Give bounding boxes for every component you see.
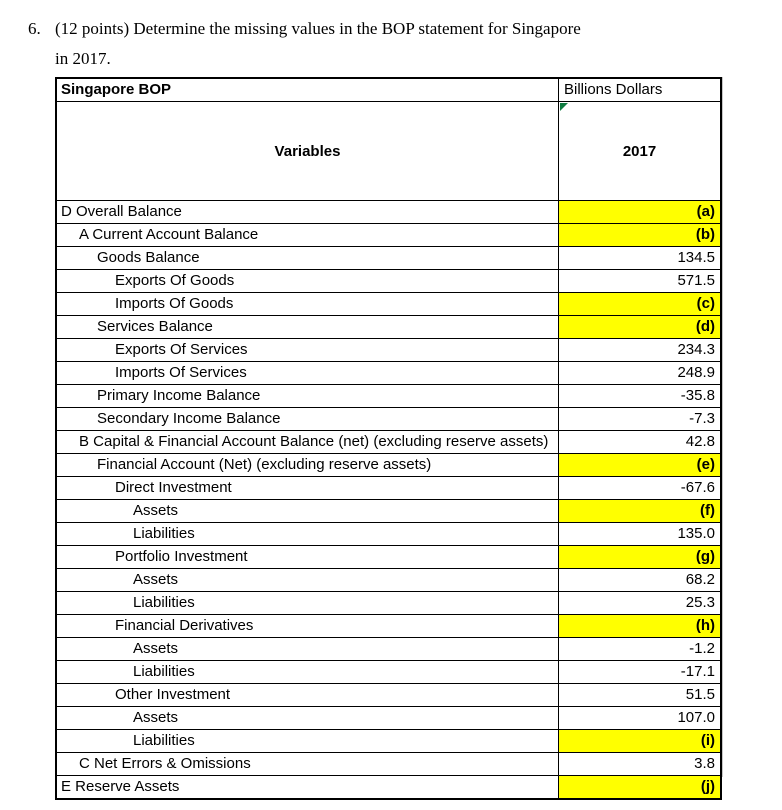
table-row: E Reserve Assets (j) bbox=[57, 775, 720, 798]
row-label: Exports Of Services bbox=[57, 339, 559, 361]
row-value: 51.5 bbox=[685, 686, 715, 703]
row-value: 68.2 bbox=[685, 571, 715, 588]
table-row: Direct Investment -67.6 bbox=[57, 476, 720, 499]
row-value: 3.8 bbox=[694, 755, 715, 772]
row-label: A Current Account Balance bbox=[57, 224, 559, 246]
row-label: Financial Derivatives bbox=[57, 615, 559, 637]
gridline-edge bbox=[722, 77, 723, 777]
row-value: 107.0 bbox=[677, 709, 715, 726]
row-value: 134.5 bbox=[677, 249, 715, 266]
table-row: Assets -1.2 bbox=[57, 637, 720, 660]
table-row: Assets 107.0 bbox=[57, 706, 720, 729]
row-label: Other Investment bbox=[57, 684, 559, 706]
question: 6. (12 points) Determine the missing val… bbox=[28, 14, 581, 74]
row-value: 42.8 bbox=[685, 433, 715, 450]
row-label: Primary Income Balance bbox=[57, 385, 559, 407]
row-value-missing: (d) bbox=[559, 316, 720, 338]
table-row: Liabilities (i) bbox=[57, 729, 720, 752]
row-label: Secondary Income Balance bbox=[57, 408, 559, 430]
row-value: -17.1 bbox=[680, 663, 715, 680]
row-value-missing: (e) bbox=[559, 454, 720, 476]
row-value: 25.3 bbox=[685, 594, 715, 611]
table-row: Services Balance (d) bbox=[57, 315, 720, 338]
row-label: Goods Balance bbox=[57, 247, 559, 269]
row-label: Services Balance bbox=[57, 316, 559, 338]
row-value-missing: (h) bbox=[559, 615, 720, 637]
row-value: 571.5 bbox=[677, 272, 715, 289]
table-row: Financial Account (Net) (excluding reser… bbox=[57, 453, 720, 476]
row-label: C Net Errors & Omissions bbox=[57, 753, 559, 775]
table-title-row: Singapore BOP Billions Dollars bbox=[57, 79, 720, 101]
table-row: Primary Income Balance -35.8 bbox=[57, 384, 720, 407]
row-label: Financial Account (Net) (excluding reser… bbox=[57, 454, 559, 476]
table-row: Exports Of Services 234.3 bbox=[57, 338, 720, 361]
row-value: -7.3 bbox=[689, 410, 715, 427]
table-title: Singapore BOP bbox=[57, 79, 559, 101]
row-value: 135.0 bbox=[677, 525, 715, 542]
table-row: Liabilities -17.1 bbox=[57, 660, 720, 683]
question-number: 6. bbox=[28, 19, 41, 38]
column-header-variables: Variables bbox=[57, 102, 559, 200]
row-label: B Capital & Financial Account Balance (n… bbox=[57, 431, 559, 453]
row-label: Imports Of Goods bbox=[57, 293, 559, 315]
row-label: Assets bbox=[57, 638, 559, 660]
row-label: Assets bbox=[57, 500, 559, 522]
table-row: C Net Errors & Omissions 3.8 bbox=[57, 752, 720, 775]
row-label: E Reserve Assets bbox=[57, 776, 559, 798]
row-label: Liabilities bbox=[57, 523, 559, 545]
row-value-missing: (a) bbox=[559, 201, 720, 223]
row-label: Direct Investment bbox=[57, 477, 559, 499]
row-value: 248.9 bbox=[677, 364, 715, 381]
row-label: Assets bbox=[57, 707, 559, 729]
table-row: B Capital & Financial Account Balance (n… bbox=[57, 430, 720, 453]
table-row: Imports Of Goods (c) bbox=[57, 292, 720, 315]
row-value: -67.6 bbox=[680, 479, 715, 496]
table-row: Goods Balance 134.5 bbox=[57, 246, 720, 269]
row-value: -35.8 bbox=[680, 387, 715, 404]
row-label: D Overall Balance bbox=[57, 201, 559, 223]
question-text: (12 points) Determine the missing values… bbox=[55, 14, 581, 74]
table-row: Other Investment 51.5 bbox=[57, 683, 720, 706]
row-label: Liabilities bbox=[57, 592, 559, 614]
table-row: Liabilities 135.0 bbox=[57, 522, 720, 545]
row-value-missing: (j) bbox=[559, 776, 720, 798]
row-value: -1.2 bbox=[689, 640, 715, 657]
row-label: Portfolio Investment bbox=[57, 546, 559, 568]
table-row: Liabilities 25.3 bbox=[57, 591, 720, 614]
bop-table: Singapore BOP Billions Dollars Variables… bbox=[55, 77, 722, 800]
row-value-missing: (f) bbox=[559, 500, 720, 522]
question-line-2: in 2017. bbox=[55, 49, 111, 68]
excel-error-marker-icon bbox=[560, 103, 568, 111]
row-value-missing: (c) bbox=[559, 293, 720, 315]
table-row: A Current Account Balance (b) bbox=[57, 223, 720, 246]
table-row: Secondary Income Balance -7.3 bbox=[57, 407, 720, 430]
year-label: 2017 bbox=[622, 142, 657, 160]
row-label: Liabilities bbox=[57, 730, 559, 752]
table-row: Exports Of Goods 571.5 bbox=[57, 269, 720, 292]
table-row: D Overall Balance (a) bbox=[57, 200, 720, 223]
row-label: Exports Of Goods bbox=[57, 270, 559, 292]
row-label: Imports Of Services bbox=[57, 362, 559, 384]
row-value-missing: (g) bbox=[559, 546, 720, 568]
row-label: Assets bbox=[57, 569, 559, 591]
table-header-row: Variables 2017 bbox=[57, 101, 720, 200]
row-value-missing: (i) bbox=[559, 730, 720, 752]
table-body: D Overall Balance (a) A Current Account Ba… bbox=[57, 200, 720, 798]
row-label: Liabilities bbox=[57, 661, 559, 683]
table-row: Imports Of Services 248.9 bbox=[57, 361, 720, 384]
table-row: Financial Derivatives (h) bbox=[57, 614, 720, 637]
table-row: Assets 68.2 bbox=[57, 568, 720, 591]
row-value-missing: (b) bbox=[559, 224, 720, 246]
column-header-year: 2017 bbox=[559, 102, 720, 200]
question-line-1: (12 points) Determine the missing values… bbox=[55, 19, 581, 38]
table-unit: Billions Dollars bbox=[564, 81, 663, 98]
row-value: 234.3 bbox=[677, 341, 715, 358]
table-row: Portfolio Investment (g) bbox=[57, 545, 720, 568]
table-row: Assets (f) bbox=[57, 499, 720, 522]
